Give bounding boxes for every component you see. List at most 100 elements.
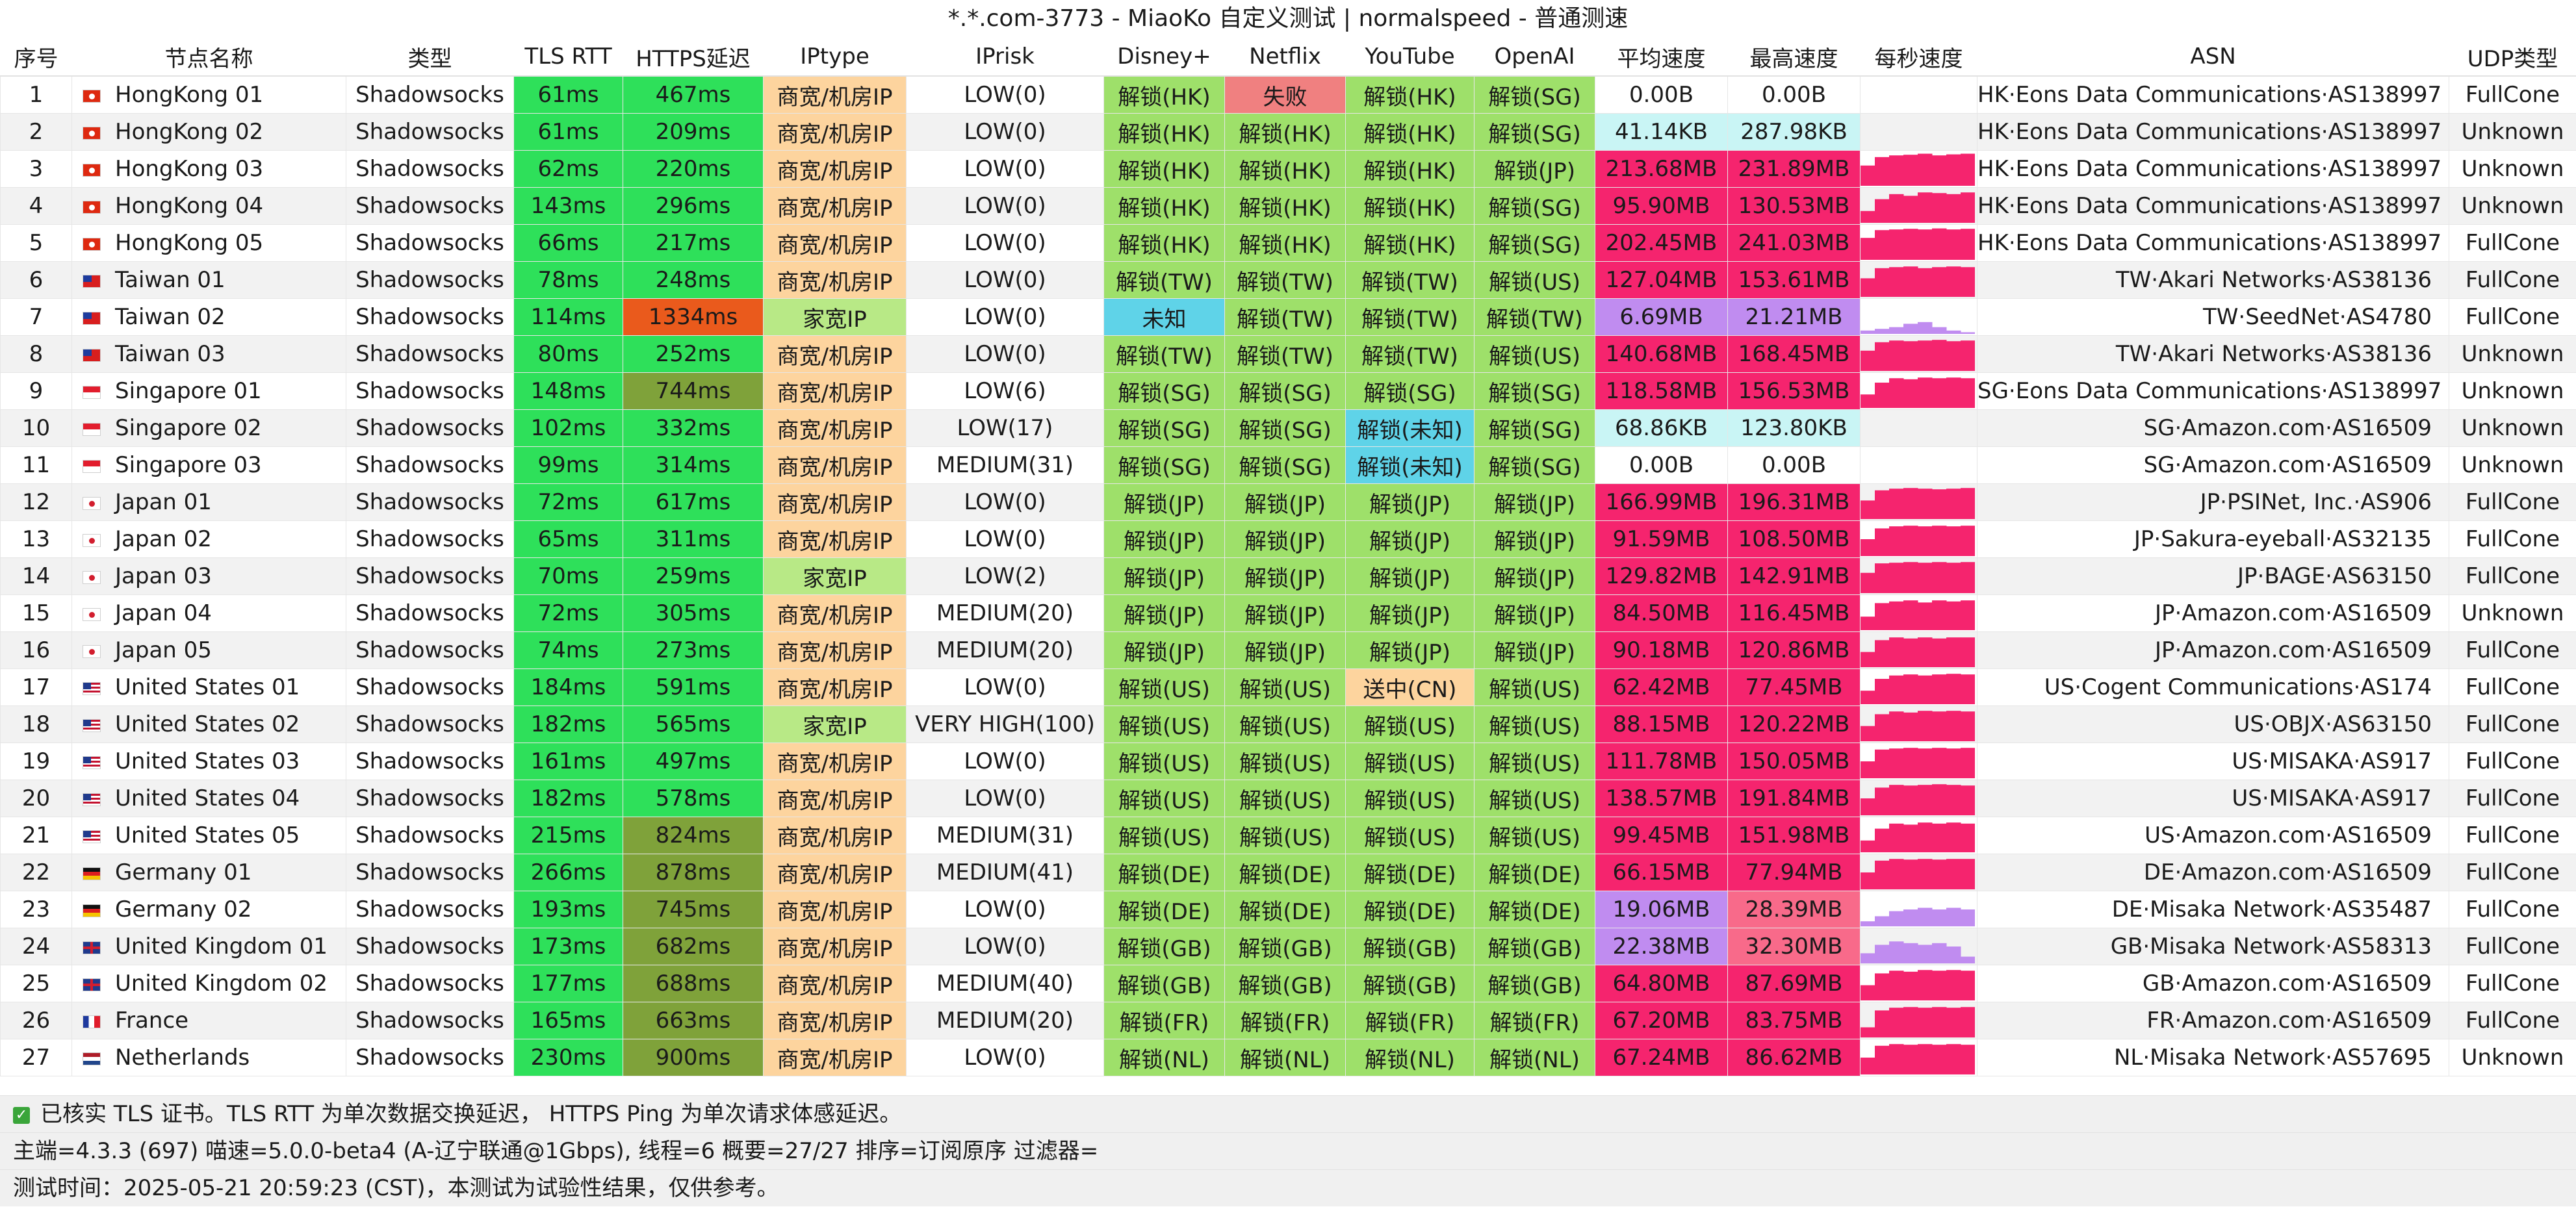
cell-per-second-speed: [1860, 743, 1977, 780]
per-second-bar: [1875, 828, 1890, 852]
per-second-bar: [1932, 600, 1947, 630]
flag-icon-sg: [83, 385, 101, 399]
per-second-bar: [1903, 324, 1918, 334]
col-netflix[interactable]: Netflix: [1224, 38, 1346, 77]
node-name-text: France: [115, 1008, 189, 1034]
per-second-bar: [1875, 603, 1890, 630]
per-second-bar: [1918, 785, 1933, 815]
table-row[interactable]: 12 Japan 01 Shadowsocks 72ms 617ms 商宽/机房IP LOW…: [0, 483, 2576, 521]
cell-row-index: 14: [0, 557, 72, 595]
cell-avg-speed: 202.45MB: [1595, 224, 1728, 262]
col-asn[interactable]: ASN: [1977, 38, 2449, 77]
cell-iptype: 商宽/机房IP: [763, 631, 907, 669]
flag-icon-jp: [83, 607, 101, 621]
col-per-second-speed[interactable]: 每秒速度: [1860, 38, 1977, 77]
table-row[interactable]: 7 Taiwan 02 Shadowsocks 114ms 1334ms 家宽IP LOW(…: [0, 298, 2576, 336]
table-row[interactable]: 5 HongKong 05 Shadowsocks 66ms 217ms 商宽/机房IP L…: [0, 224, 2576, 262]
table-row[interactable]: 19 United States 03 Shadowsocks 161ms 497ms 商…: [0, 743, 2576, 780]
cell-node-type: Shadowsocks: [346, 854, 514, 891]
cell-iptype: 商宽/机房IP: [763, 817, 907, 854]
cell-disney-status: 解锁(HK): [1103, 113, 1225, 151]
cell-asn: HK·Eons Data Communications·AS138997: [1977, 150, 2449, 188]
node-name-text: Japan 03: [115, 563, 212, 589]
cell-openai-status: 解锁(JP): [1474, 520, 1595, 558]
cell-youtube-status: 解锁(DE): [1345, 891, 1475, 928]
table-row[interactable]: 15 Japan 04 Shadowsocks 72ms 305ms 商宽/机房IP MED…: [0, 594, 2576, 632]
table-row[interactable]: 16 Japan 05 Shadowsocks 74ms 273ms 商宽/机房IP MED…: [0, 631, 2576, 669]
cell-node-name: Singapore 03: [71, 446, 346, 484]
table-row[interactable]: 2 HongKong 02 Shadowsocks 61ms 209ms 商宽/机房IP L…: [0, 113, 2576, 151]
flag-icon-gb: [83, 941, 101, 954]
cell-iptype: 商宽/机房IP: [763, 743, 907, 780]
cell-avg-speed: 95.90MB: [1595, 187, 1728, 225]
col-tls-rtt[interactable]: TLS RTT: [513, 38, 623, 77]
cell-openai-status: 解锁(US): [1474, 705, 1595, 743]
table-row[interactable]: 17 United States 01 Shadowsocks 184ms 591ms 商…: [0, 668, 2576, 706]
cell-netflix-status: 解锁(GB): [1224, 965, 1346, 1002]
col-avg-speed[interactable]: 平均速度: [1595, 38, 1728, 77]
cell-avg-speed: 19.06MB: [1595, 891, 1728, 928]
table-row[interactable]: 24 United Kingdom 01 Shadowsocks 173ms 682ms…: [0, 928, 2576, 965]
table-row[interactable]: 14 Japan 03 Shadowsocks 70ms 259ms 家宽IP LOW(2)…: [0, 557, 2576, 595]
table-row[interactable]: 27 Netherlands Shadowsocks 230ms 900ms 商宽/机房I…: [0, 1039, 2576, 1076]
cell-asn: US·Amazon.com·AS16509: [1977, 817, 2449, 854]
table-row[interactable]: 13 Japan 02 Shadowsocks 65ms 311ms 商宽/机房IP LOW…: [0, 520, 2576, 558]
table-row[interactable]: 23 Germany 02 Shadowsocks 193ms 745ms 商宽/机房IP…: [0, 891, 2576, 928]
col-max-speed[interactable]: 最高速度: [1727, 38, 1861, 77]
cell-per-second-speed: [1860, 928, 1977, 965]
cell-youtube-status: 解锁(US): [1345, 780, 1475, 817]
footer-verified-text: 已核实 TLS 证书。TLS RTT 为单次数据交换延迟， HTTPS Ping…: [40, 1101, 902, 1127]
table-row[interactable]: 8 Taiwan 03 Shadowsocks 80ms 252ms 商宽/机房IP LOW…: [0, 335, 2576, 373]
cell-youtube-status: 解锁(SG): [1345, 372, 1475, 410]
col-disney[interactable]: Disney+: [1103, 38, 1225, 77]
table-row[interactable]: 11 Singapore 03 Shadowsocks 99ms 314ms 商宽/机房I…: [0, 446, 2576, 484]
table-row[interactable]: 26 France Shadowsocks 165ms 663ms 商宽/机房IP MEDI…: [0, 1002, 2576, 1039]
col-iptype[interactable]: IPtype: [763, 38, 907, 77]
flag-icon-hk: [83, 163, 101, 177]
table-row[interactable]: 10 Singapore 02 Shadowsocks 102ms 332ms 商宽/机房…: [0, 409, 2576, 447]
cell-disney-status: 解锁(HK): [1103, 75, 1225, 114]
table-row[interactable]: 1 HongKong 01 Shadowsocks 61ms 467ms 商宽/机房IP L…: [0, 75, 2576, 114]
col-index[interactable]: 序号: [0, 38, 72, 77]
per-second-bar: [1918, 268, 1933, 297]
cell-asn: JP·Sakura-eyeball·AS32135: [1977, 520, 2449, 558]
per-second-bar: [1861, 691, 1875, 704]
col-https-latency[interactable]: HTTPS延迟: [623, 38, 764, 77]
table-row[interactable]: 22 Germany 01 Shadowsocks 266ms 878ms 商宽/机房IP…: [0, 854, 2576, 891]
checkbox-icon: ✓: [13, 1106, 30, 1124]
table-row[interactable]: 25 United Kingdom 02 Shadowsocks 177ms 688ms…: [0, 965, 2576, 1002]
table-row[interactable]: 3 HongKong 03 Shadowsocks 62ms 220ms 商宽/机房IP L…: [0, 150, 2576, 188]
cell-udp-type: FullCone: [2449, 743, 2576, 780]
flag-icon-hk: [83, 126, 101, 140]
per-second-bar: [1903, 562, 1918, 593]
per-second-bar: [1861, 165, 1875, 186]
per-second-bar: [1932, 748, 1947, 778]
table-row[interactable]: 20 United States 04 Shadowsocks 182ms 578ms 商…: [0, 780, 2576, 817]
per-second-sparkline: [1861, 674, 1975, 704]
cell-max-speed: 83.75MB: [1727, 1002, 1861, 1039]
col-openai[interactable]: OpenAI: [1474, 38, 1595, 77]
per-second-bar: [1946, 785, 1961, 815]
per-second-bar: [1861, 238, 1875, 260]
cell-tls-rtt: 143ms: [513, 187, 623, 225]
table-row[interactable]: 4 HongKong 04 Shadowsocks 143ms 296ms 商宽/机房IP…: [0, 187, 2576, 225]
per-second-sparkline: [1861, 562, 1975, 593]
per-second-bar: [1903, 674, 1918, 704]
col-iprisk[interactable]: IPrisk: [906, 38, 1104, 77]
cell-iptype: 商宽/机房IP: [763, 1002, 907, 1039]
table-row[interactable]: 9 Singapore 01 Shadowsocks 148ms 744ms 商宽/机房I…: [0, 372, 2576, 410]
per-second-bar: [1918, 340, 1933, 371]
col-udp-type[interactable]: UDP类型: [2449, 38, 2576, 77]
table-row[interactable]: 18 United States 02 Shadowsocks 182ms 565ms 家…: [0, 705, 2576, 743]
cell-udp-type: Unknown: [2449, 150, 2576, 188]
col-node-name[interactable]: 节点名称: [71, 38, 346, 77]
col-type[interactable]: 类型: [346, 38, 514, 77]
col-youtube[interactable]: YouTube: [1345, 38, 1475, 77]
cell-node-type: Shadowsocks: [346, 187, 514, 225]
table-row[interactable]: 21 United States 05 Shadowsocks 215ms 824ms 商…: [0, 817, 2576, 854]
table-row[interactable]: 6 Taiwan 01 Shadowsocks 78ms 248ms 商宽/机房IP LOW…: [0, 261, 2576, 299]
cell-node-name: Taiwan 02: [71, 298, 346, 336]
cell-per-second-speed: [1860, 113, 1977, 151]
cell-netflix-status: 解锁(JP): [1224, 483, 1346, 521]
cell-max-speed: 156.53MB: [1727, 372, 1861, 410]
